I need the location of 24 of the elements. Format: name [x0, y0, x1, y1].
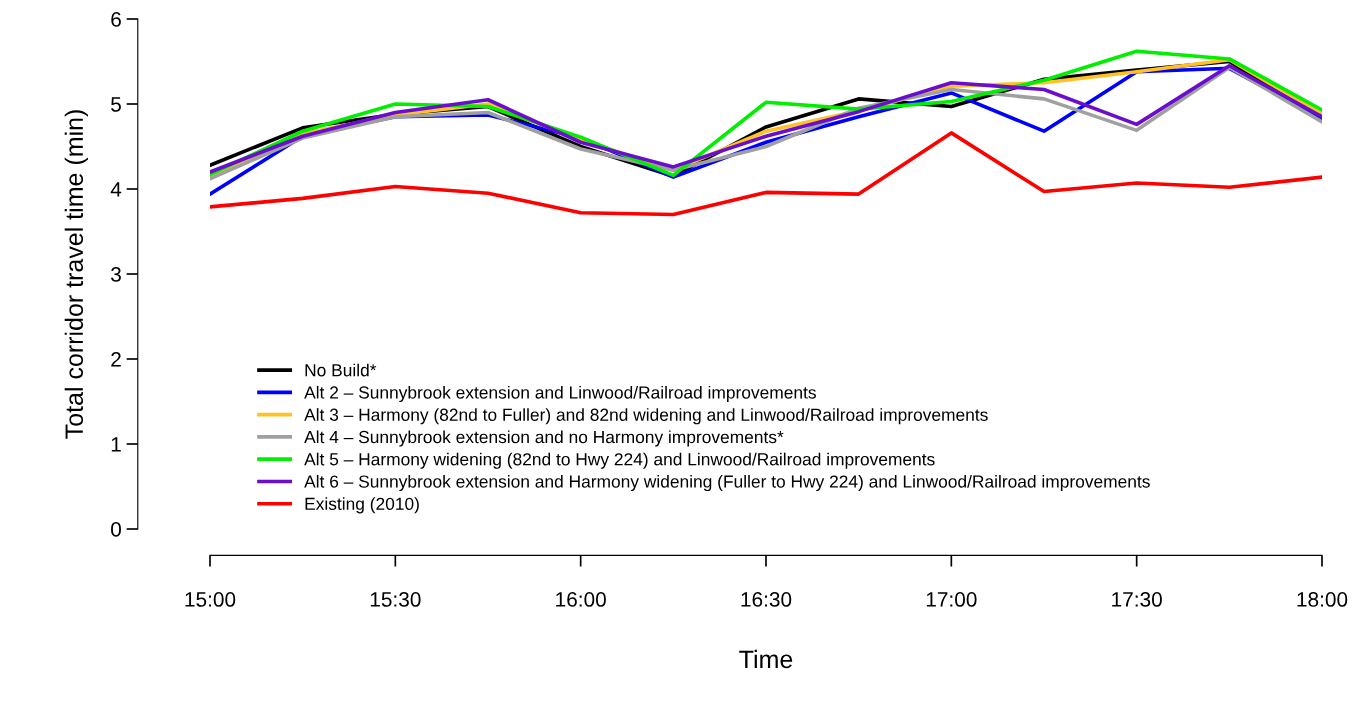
legend-label: Alt 3 – Harmony (82nd to Fuller) and 82nd widening and Linwood/Railroad improvements	[304, 408, 988, 425]
y-tick-label: 0	[111, 522, 121, 537]
legend-label: No Build*	[305, 363, 377, 377]
y-tick-label: 4	[110, 182, 122, 197]
y-tick-label: 6	[111, 12, 121, 27]
x-axis-title: Time	[739, 649, 793, 669]
legend-label: Alt 4 – Sunnybrook extension and no Harmony improvements*	[304, 430, 784, 447]
x-tick-label: 16:30	[741, 592, 792, 607]
legend-label: Existing (2010)	[305, 497, 419, 514]
y-tick-label: 3	[111, 267, 121, 282]
legend-label: Alt 2 – Sunnybrook extension and Linwood/Railroad improvements	[304, 385, 816, 403]
x-tick-label: 17:00	[926, 592, 977, 607]
legend-label: Alt 6 – Sunnybrook extension and Harmony widening (Fuller to Hwy 224) and Linwood/Railroad improvements	[304, 474, 1150, 492]
y-tick-label: 2	[111, 352, 121, 367]
x-tick-label: 16:00	[556, 592, 606, 607]
y-tick-label: 5	[111, 97, 121, 112]
line-series	[210, 131, 1322, 217]
x-tick-label: 17:30	[1112, 592, 1162, 607]
y-axis-title: Total corridor travel time (min)	[64, 110, 88, 439]
x-tick-label: 18:00	[1297, 592, 1348, 607]
y-tick-label: 1	[111, 437, 121, 452]
x-tick-label: 15:00	[185, 592, 236, 607]
x-tick-label: 15:30	[370, 592, 421, 607]
legend-label: Alt 5 – Harmony widening (82nd to Hwy 224) and Linwood/Railroad improvements	[304, 452, 935, 469]
